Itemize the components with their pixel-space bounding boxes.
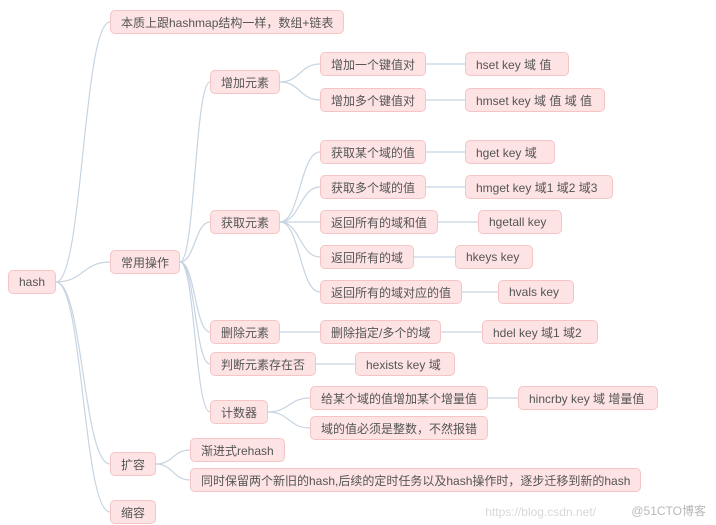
node-del: 删除元素 xyxy=(210,320,280,344)
edge-get-get4 xyxy=(280,222,320,257)
node-c_get3: hgetall key xyxy=(478,210,562,234)
node-shrink: 缩容 xyxy=(110,500,156,524)
node-expand_note: 同时保留两个新旧的hash,后续的定时任务以及hash操作时，逐步迁移到新的ha… xyxy=(190,468,641,492)
edge-get-get5 xyxy=(280,222,320,292)
node-desc: 本质上跟hashmap结构一样，数组+链表 xyxy=(110,10,344,34)
edge-add-add1 xyxy=(280,64,320,82)
node-c_add2: hmset key 域 值 域 值 xyxy=(465,88,605,112)
node-rehash: 渐进式rehash xyxy=(190,438,285,462)
node-counter: 计数器 xyxy=(210,400,268,424)
edge-counter-cnt1 xyxy=(268,398,310,412)
edge-root-shrink xyxy=(56,282,110,512)
node-get1: 获取某个域的值 xyxy=(320,140,426,164)
edge-expand-expand_note xyxy=(156,464,190,480)
node-c_del1: hdel key 域1 域2 xyxy=(482,320,598,344)
node-get5: 返回所有的域对应的值 xyxy=(320,280,462,304)
node-add1: 增加一个键值对 xyxy=(320,52,426,76)
node-cnt2: 域的值必须是整数，不然报错 xyxy=(310,416,488,440)
edge-ops-get xyxy=(180,222,210,262)
node-get3: 返回所有的域和值 xyxy=(320,210,438,234)
edge-counter-cnt2 xyxy=(268,412,310,428)
edge-add-add2 xyxy=(280,82,320,100)
node-c_get4: hkeys key xyxy=(455,245,533,269)
edge-expand-rehash xyxy=(156,450,190,464)
edge-get-get1 xyxy=(280,152,320,222)
node-get2: 获取多个域的值 xyxy=(320,175,426,199)
node-root: hash xyxy=(8,270,56,294)
edge-root-expand xyxy=(56,282,110,464)
node-add2: 增加多个键值对 xyxy=(320,88,426,112)
node-c_get5: hvals key xyxy=(498,280,574,304)
edge-ops-add xyxy=(180,82,210,262)
node-exist: 判断元素存在否 xyxy=(210,352,316,376)
edge-ops-counter xyxy=(180,262,210,412)
node-expand: 扩容 xyxy=(110,452,156,476)
node-get: 获取元素 xyxy=(210,210,280,234)
node-ops: 常用操作 xyxy=(110,250,180,274)
node-c_get1: hget key 域 xyxy=(465,140,555,164)
edge-ops-exist xyxy=(180,262,210,364)
watermark-51cto: @51CTO博客 xyxy=(631,502,706,519)
node-add: 增加元素 xyxy=(210,70,280,94)
edge-get-get2 xyxy=(280,187,320,222)
edge-ops-del xyxy=(180,262,210,332)
node-exist_cmd: hexists key 域 xyxy=(355,352,455,376)
node-del1: 删除指定/多个的域 xyxy=(320,320,441,344)
node-c_cnt1: hincrby key 域 增量值 xyxy=(518,386,658,410)
node-cnt1: 给某个域的值增加某个增量值 xyxy=(310,386,488,410)
edge-root-desc xyxy=(56,22,110,282)
edge-root-ops xyxy=(56,262,110,282)
node-c_get2: hmget key 域1 域2 域3 xyxy=(465,175,613,199)
watermark-csdn: https://blog.csdn.net/ xyxy=(485,505,596,519)
node-get4: 返回所有的域 xyxy=(320,245,414,269)
node-c_add1: hset key 域 值 xyxy=(465,52,569,76)
